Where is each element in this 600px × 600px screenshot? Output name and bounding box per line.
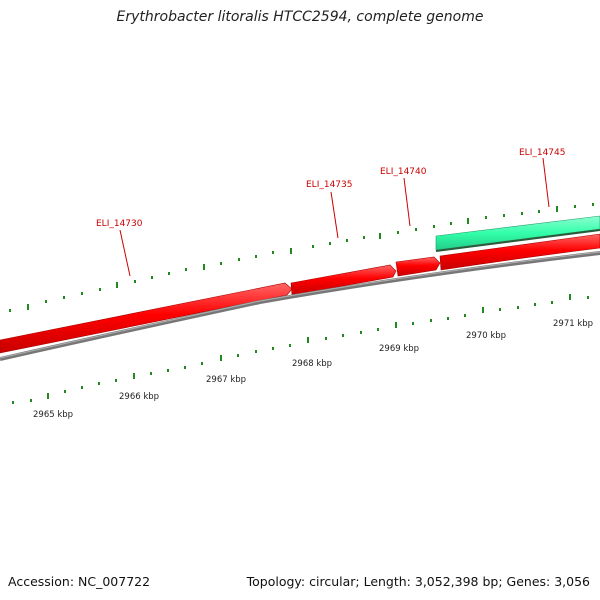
gene-unlabeled-forward[interactable] (439, 233, 600, 271)
kbp-label: 2969 kbp (379, 344, 419, 354)
gene-ELI_14730[interactable] (0, 282, 293, 354)
inner-tick-ring (12, 294, 589, 404)
gene-ELI_14740[interactable] (395, 256, 441, 277)
gene-label-ELI_14745[interactable]: ELI_14745 (519, 148, 566, 158)
outer-tick-ring (9, 203, 594, 312)
gene-ELI_14735[interactable] (290, 264, 397, 296)
kbp-label: 2965 kbp (33, 410, 73, 420)
kbp-label: 2970 kbp (466, 331, 506, 341)
kbp-label: 2966 kbp (119, 392, 159, 402)
kbp-label: 2967 kbp (206, 375, 246, 385)
genome-backbone (0, 251, 600, 361)
gene-label-ELI_14730[interactable]: ELI_14730 (96, 219, 143, 229)
gene-ELI_14745[interactable] (435, 215, 600, 251)
gene-label-ELI_14735[interactable]: ELI_14735 (306, 180, 353, 190)
gene-labels: ELI_14730 ELI_14735 ELI_14740 ELI_14745 (96, 148, 566, 229)
kbp-label: 2971 kbp (553, 319, 593, 329)
kbp-scale-labels: 2965 kbp 2966 kbp 2967 kbp 2968 kbp 2969… (33, 319, 593, 420)
map-title: Erythrobacter litoralis HTCC2594, comple… (116, 9, 484, 25)
genome-summary-text: Topology: circular; Length: 3,052,398 bp… (246, 574, 590, 589)
strand-separator (435, 229, 600, 252)
kbp-label: 2968 kbp (292, 359, 332, 369)
gene-label-ELI_14740[interactable]: ELI_14740 (380, 167, 427, 177)
gene-label-leaders (119, 157, 550, 277)
accession-text: Accession: NC_007722 (8, 574, 151, 589)
